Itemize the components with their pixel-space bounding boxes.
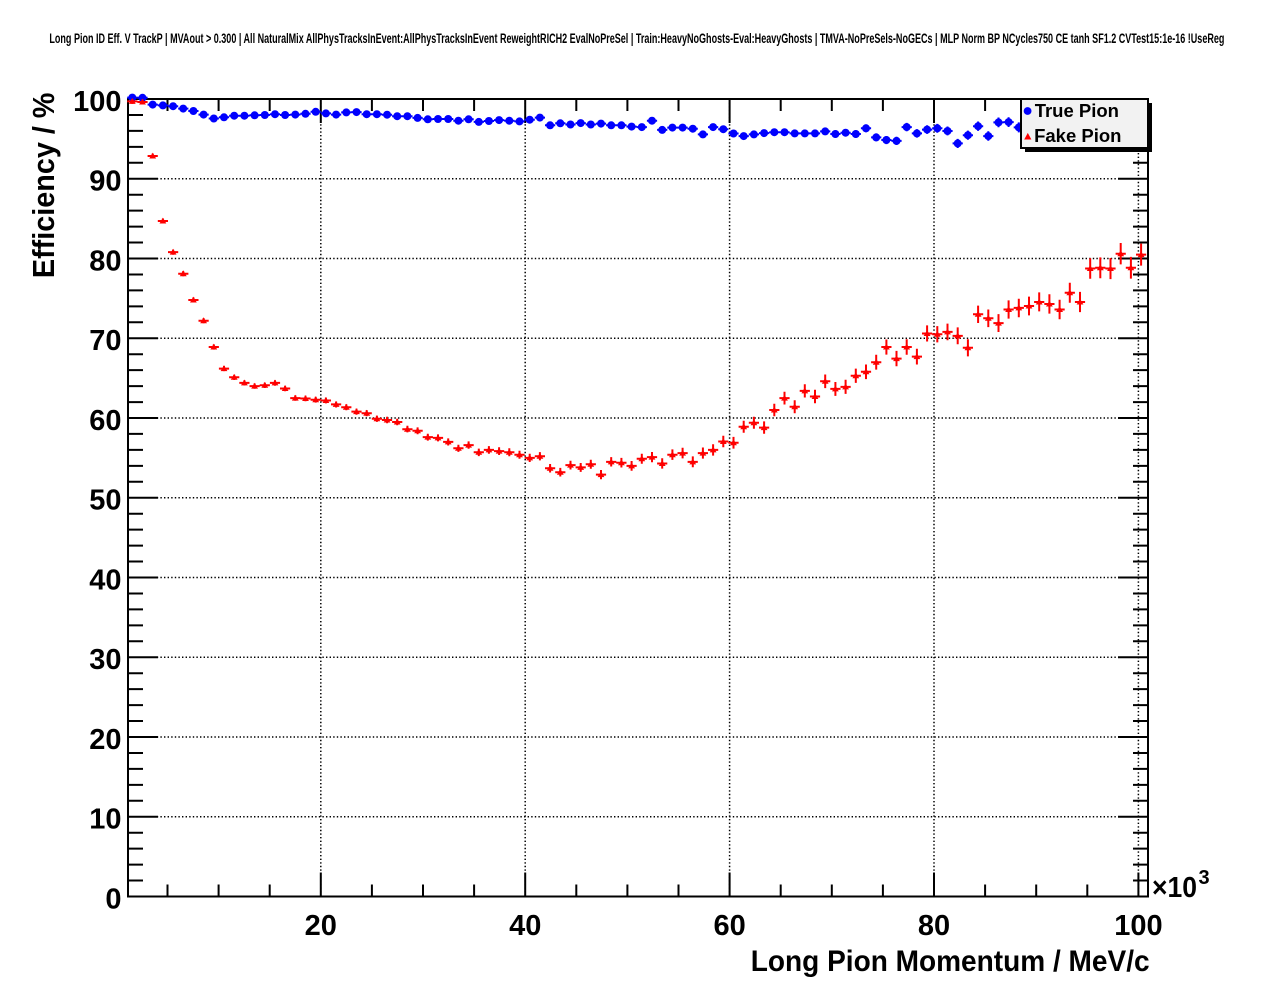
svg-text:50: 50 (89, 485, 121, 517)
svg-text:60: 60 (89, 405, 121, 437)
svg-text:10: 10 (89, 804, 121, 836)
svg-text:True Pion: True Pion (1035, 100, 1119, 121)
svg-text:40: 40 (509, 910, 541, 942)
svg-text:Fake Pion: Fake Pion (1034, 125, 1121, 146)
svg-text:80: 80 (89, 245, 121, 277)
svg-text:Long Pion Momentum / MeV/c: Long Pion Momentum / MeV/c (751, 945, 1150, 978)
svg-text:Efficiency / %: Efficiency / % (26, 93, 61, 279)
svg-text:3: 3 (1199, 867, 1210, 889)
svg-text:0: 0 (105, 883, 121, 915)
svg-text:40: 40 (89, 564, 121, 596)
svg-text:100: 100 (1114, 910, 1162, 942)
svg-text:70: 70 (89, 325, 121, 357)
svg-text:30: 30 (89, 644, 121, 676)
svg-text:90: 90 (89, 166, 121, 198)
svg-text:×10: ×10 (1152, 872, 1197, 904)
svg-text:20: 20 (305, 910, 337, 942)
svg-text:80: 80 (918, 910, 950, 942)
svg-text:100: 100 (73, 86, 121, 118)
svg-text:60: 60 (713, 910, 745, 942)
svg-text:20: 20 (89, 724, 121, 756)
svg-text:Long Pion ID Eff. V TrackP | M: Long Pion ID Eff. V TrackP | MVAout > 0.… (49, 31, 1224, 46)
